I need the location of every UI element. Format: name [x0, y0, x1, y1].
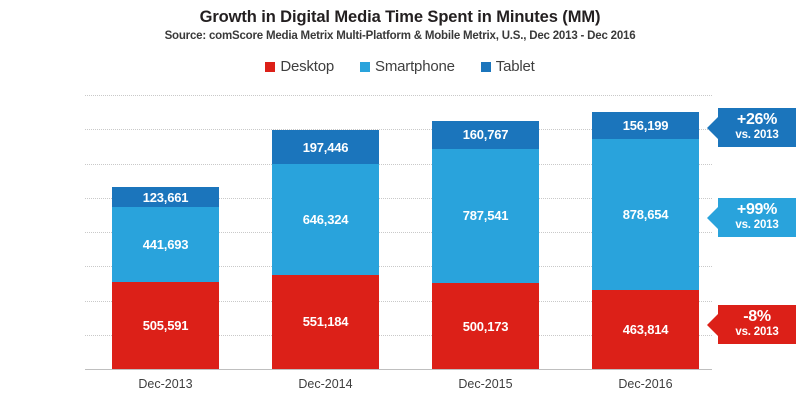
callout-value-tablet: +26% — [736, 111, 778, 128]
bar-value-label-desktop: 551,184 — [302, 314, 349, 330]
callout-arrow-icon — [707, 313, 718, 336]
bar-value-label-smartphone: 646,324 — [302, 211, 349, 227]
bar-segment-tablet[interactable]: 160,767 — [432, 120, 539, 149]
legend-label-smartphone: Smartphone — [375, 58, 455, 75]
gridline — [85, 163, 712, 165]
bar-segment-smartphone[interactable]: 787,541 — [432, 148, 539, 284]
callout-badge-tablet[interactable]: +26% vs. 2013 — [707, 108, 796, 148]
bar-group-dec-2014[interactable]: 197,446 646,324 551,184 — [272, 130, 379, 369]
bar-segment-tablet[interactable]: 123,661 — [112, 186, 219, 208]
bar-value-label-smartphone: 441,693 — [142, 237, 189, 253]
bar-segment-tablet[interactable]: 197,446 — [272, 130, 379, 164]
legend-item-tablet[interactable]: Tablet — [480, 58, 535, 75]
legend-label-tablet: Tablet — [495, 58, 535, 75]
gridline — [85, 334, 712, 336]
bar-value-label-smartphone: 878,654 — [622, 206, 669, 222]
gridline — [85, 129, 712, 131]
bar-segment-desktop[interactable]: 551,184 — [272, 274, 379, 369]
bar-value-label-smartphone: 787,541 — [462, 208, 509, 224]
chart-legend: Desktop Smartphone Tablet — [0, 58, 800, 75]
bar-value-label-desktop: 500,173 — [462, 318, 509, 334]
callout-value-smartphone: +99% — [736, 201, 778, 218]
bar-segment-desktop[interactable]: 500,173 — [432, 283, 539, 369]
bar-value-label-tablet: 123,661 — [142, 189, 189, 205]
bar-segment-smartphone[interactable]: 441,693 — [112, 206, 219, 283]
bar-value-label-tablet: 156,199 — [622, 118, 669, 134]
legend-item-desktop[interactable]: Desktop — [265, 58, 334, 75]
bar-value-label-tablet: 160,767 — [462, 127, 509, 143]
bar-segment-smartphone[interactable]: 646,324 — [272, 163, 379, 275]
x-axis-baseline — [85, 369, 712, 370]
page-title: Growth in Digital Media Time Spent in Mi… — [199, 8, 601, 26]
legend-item-smartphone[interactable]: Smartphone — [360, 58, 455, 75]
callout-note-smartphone: vs. 2013 — [735, 218, 779, 231]
bar-group-dec-2016[interactable]: 156,199 878,654 463,814 — [592, 112, 699, 369]
callout-value-desktop: -8% — [743, 308, 771, 325]
gridline — [85, 232, 712, 233]
bar-segment-smartphone[interactable]: 878,654 — [592, 139, 699, 290]
x-axis-tick-label-dec-2016: Dec-2016 — [618, 377, 673, 391]
gridline — [85, 300, 712, 302]
bar-segment-desktop[interactable]: 463,814 — [592, 289, 699, 369]
gridline — [85, 197, 712, 199]
legend-label-desktop: Desktop — [280, 58, 335, 75]
bar-segment-desktop[interactable]: 505,591 — [112, 282, 219, 369]
bar-value-label-tablet: 197,446 — [302, 139, 349, 155]
gridline — [85, 266, 712, 268]
square-swatch-icon — [480, 61, 491, 72]
callout-arrow-icon — [707, 206, 718, 229]
square-swatch-icon — [360, 61, 371, 72]
plot-area: 1,600,000 1,400,000 1,200,000 1,000,000 … — [85, 95, 712, 391]
x-axis-tick-label-dec-2015: Dec-2015 — [458, 377, 513, 391]
callout-badge-desktop[interactable]: -8% vs. 2013 — [707, 305, 796, 345]
x-axis-tick-label-dec-2014: Dec-2014 — [298, 377, 353, 391]
bar-group-dec-2015[interactable]: 160,767 787,541 500,173 — [432, 120, 539, 369]
x-axis-tick-label-dec-2013: Dec-2013 — [138, 377, 193, 391]
callout-note-tablet: vs. 2013 — [735, 128, 779, 141]
bar-value-label-desktop: 505,591 — [142, 318, 189, 334]
bar-group-dec-2013[interactable]: 123,661 441,693 505,591 — [112, 186, 219, 369]
chart-subtitle: Source: comScore Media Metrix Multi-Plat… — [164, 30, 636, 42]
callout-badge-smartphone[interactable]: +99% vs. 2013 — [707, 198, 796, 238]
callout-note-desktop: vs. 2013 — [735, 325, 779, 338]
square-swatch-icon — [265, 61, 276, 72]
bar-segment-tablet[interactable]: 156,199 — [592, 112, 699, 140]
callout-arrow-icon — [707, 116, 718, 139]
gridline — [85, 95, 712, 96]
bar-value-label-desktop: 463,814 — [622, 321, 669, 337]
